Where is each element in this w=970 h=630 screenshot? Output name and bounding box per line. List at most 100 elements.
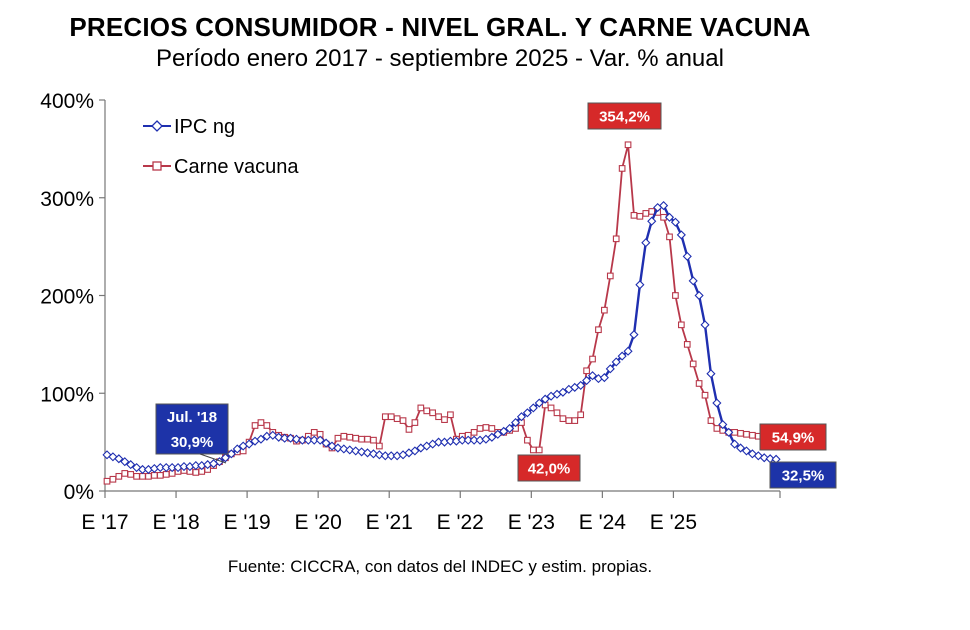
data-point: [109, 475, 117, 483]
data-point: [701, 391, 709, 399]
x-tick-label: E '23: [508, 511, 555, 534]
data-point: [595, 326, 602, 334]
data-point: [470, 428, 478, 436]
data-point: [161, 462, 171, 473]
data-point: [345, 445, 355, 455]
data-point: [463, 435, 473, 445]
data-point: [707, 417, 715, 424]
data-point: [589, 355, 596, 363]
data-point: [339, 444, 349, 454]
data-point: [167, 462, 177, 473]
data-point: [139, 472, 146, 480]
data-point: [380, 451, 390, 461]
data-point: [310, 428, 318, 436]
data-point: [683, 341, 691, 348]
data-point: [411, 419, 419, 426]
data-point: [565, 417, 573, 424]
callout-leader-line: [199, 453, 227, 464]
data-point: [558, 387, 568, 397]
data-point: [155, 462, 165, 473]
data-point: [730, 439, 740, 449]
data-point: [387, 413, 395, 421]
data-point: [441, 416, 448, 423]
data-point: [280, 433, 290, 443]
data-point: [724, 427, 734, 437]
data-point: [737, 429, 744, 437]
data-point: [263, 422, 271, 429]
data-point: [547, 404, 555, 412]
data-point: [612, 235, 620, 243]
data-point: [334, 434, 342, 442]
legend-label: IPC ng: [174, 116, 235, 138]
data-point: [576, 380, 586, 391]
data-point: [641, 238, 651, 248]
x-tick-label: E '21: [366, 511, 413, 534]
data-point: [659, 200, 669, 211]
data-point: [759, 453, 769, 463]
data-point: [642, 210, 650, 217]
y-tick-label: 300%: [40, 188, 94, 211]
data-point: [630, 211, 638, 219]
data-point: [689, 360, 697, 368]
callout-ipc-last: 32,5%: [769, 461, 837, 489]
data-point: [677, 321, 685, 329]
data-point: [534, 398, 544, 408]
data-point: [381, 413, 389, 421]
data-point: [712, 398, 722, 408]
data-point: [351, 446, 361, 456]
data-point: [393, 415, 401, 423]
x-tick-label: E '20: [295, 511, 342, 534]
legend-entry-carne-vacuna: Carne vacuna: [143, 156, 299, 178]
data-point: [672, 292, 679, 299]
axes: 0% 100% 200% 300% 400% E '17 E '18 E '19 E '20 E …: [40, 90, 781, 534]
data-point: [535, 446, 543, 454]
data-point: [599, 373, 609, 383]
data-point: [447, 411, 454, 419]
data-point: [352, 434, 360, 442]
data-point: [429, 409, 437, 417]
callout-ipc-jul-18: Jul. '18 30,9%: [155, 403, 229, 455]
data-point: [666, 233, 673, 241]
data-point: [713, 425, 721, 432]
data-point: [682, 251, 692, 261]
data-point: [364, 435, 371, 443]
legend-label: Carne vacuna: [174, 156, 299, 178]
data-point: [482, 424, 490, 431]
data-point: [493, 429, 503, 439]
data-point: [340, 432, 348, 440]
data-point: [648, 208, 656, 215]
data-point: [226, 449, 236, 459]
callout-carne-42: 42,0%: [517, 454, 581, 482]
data-point: [315, 435, 325, 445]
data-point: [368, 449, 379, 459]
callout-text: 54,9%: [772, 430, 815, 447]
data-point: [688, 276, 698, 286]
legend: IPC ng Carne vacuna: [143, 116, 299, 178]
series-ipc-ng: [102, 200, 781, 475]
y-tick-label: 0%: [64, 481, 94, 504]
data-point: [753, 451, 763, 461]
data-point: [162, 471, 170, 478]
y-tick-label: 100%: [40, 383, 94, 406]
data-point: [137, 464, 148, 475]
data-point: [664, 212, 675, 222]
callout-box: [769, 461, 837, 489]
data-point: [469, 435, 479, 445]
chart-source-note: Fuente: CICCRA, con datos del INDEC y es…: [227, 557, 653, 576]
data-point: [321, 438, 331, 448]
data-point: [749, 431, 756, 439]
data-point: [601, 306, 608, 314]
data-point: [115, 472, 123, 480]
data-point: [629, 330, 639, 340]
data-point: [434, 437, 444, 447]
callout-box: [155, 403, 229, 455]
data-point: [268, 430, 278, 440]
data-point: [374, 450, 384, 460]
data-point: [695, 380, 703, 387]
data-point: [126, 460, 136, 470]
data-point: [706, 369, 716, 379]
data-point: [571, 417, 579, 424]
data-point: [516, 412, 527, 422]
data-point: [528, 403, 538, 413]
callout-text: 30,9%: [171, 434, 214, 451]
